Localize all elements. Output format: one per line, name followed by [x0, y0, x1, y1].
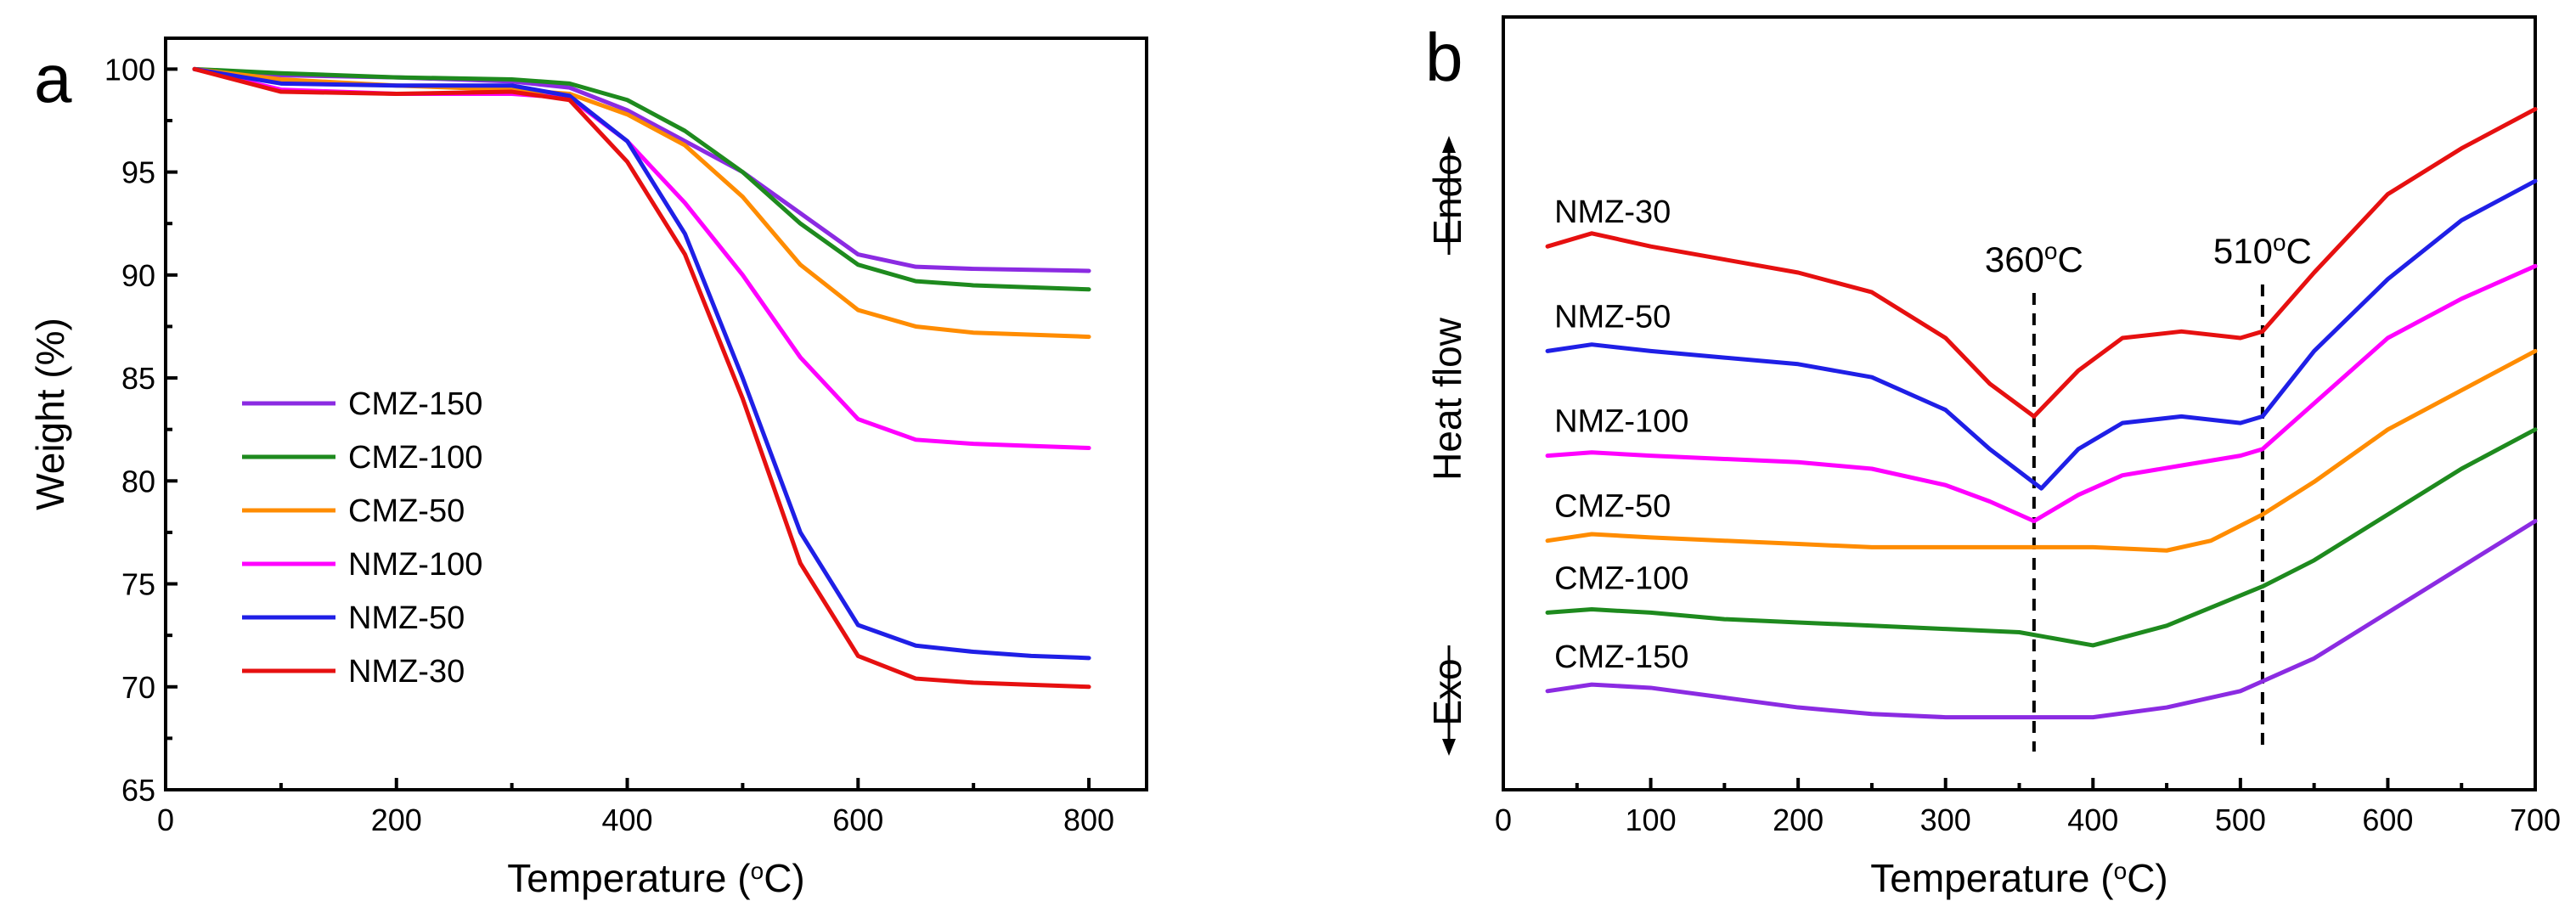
panel-b-x-tick-label: 300	[1920, 803, 1971, 837]
panel-b-y-axis-title: Heat flow	[1425, 317, 1469, 481]
panel-a-y-tick-label: 75	[121, 567, 155, 602]
panel-b-letter: b	[1425, 20, 1463, 95]
series-label-nmz-100: NMZ-100	[1554, 404, 1688, 440]
legend-label-nmz-30: NMZ-30	[348, 654, 465, 690]
panel-a-x-tick-label: 800	[1063, 803, 1114, 837]
panel-a-x-tick-label: 200	[371, 803, 422, 837]
panel-a-series	[192, 66, 1091, 690]
panel-a-y-tick-label: 90	[121, 258, 155, 293]
panel-b-series	[1545, 107, 2538, 720]
panel-b-series-nmz-30	[1545, 107, 2538, 419]
panel-a-letter: a	[34, 41, 72, 116]
annotation-label: 360oC	[1985, 238, 2083, 280]
legend-label-cmz-50: CMZ-50	[348, 493, 465, 529]
panel-a-series-nmz-30	[192, 66, 1091, 690]
panel-b-x-tick-label: 700	[2510, 803, 2561, 837]
panel-a-x-tick-label: 600	[832, 803, 883, 837]
panel-b-series-nmz-50	[1545, 178, 2538, 491]
panel-a: a 0 200 400 600 800 65 70 75 80 85 90 95 100 CMZ-150…	[28, 37, 1148, 900]
panel-a-y-tick-label: 80	[121, 464, 155, 498]
panel-b-arrows	[1442, 136, 1456, 756]
panel-b-series-nmz-100	[1545, 263, 2538, 524]
legend-label-nmz-50: NMZ-50	[348, 600, 465, 636]
series-label-nmz-30: NMZ-30	[1554, 194, 1671, 230]
panel-b-endo-label: Endo	[1425, 154, 1469, 245]
annotation-label: 510oC	[2213, 229, 2312, 272]
series-label-cmz-100: CMZ-100	[1554, 560, 1688, 596]
panel-b-x-tick-label: 200	[1773, 803, 1823, 837]
panel-a-series-nmz-50	[192, 66, 1091, 661]
panel-a-y-tick-label: 85	[121, 361, 155, 396]
series-label-cmz-50: CMZ-50	[1554, 489, 1671, 525]
panel-a-series-nmz-100	[192, 66, 1091, 451]
legend-label-cmz-100: CMZ-100	[348, 440, 482, 476]
panel-b-axes: 0 100 200 300 400 500 600 700	[1495, 778, 2561, 837]
legend-label-nmz-100: NMZ-100	[348, 547, 482, 583]
panel-b-x-tick-label: 100	[1626, 803, 1677, 837]
panel-a-frame	[164, 37, 1148, 791]
series-label-nmz-50: NMZ-50	[1554, 299, 1671, 335]
panel-a-series-cmz-150	[192, 66, 1091, 273]
panel-a-y-tick-label: 70	[121, 670, 155, 705]
panel-a-series-cmz-100	[192, 66, 1091, 292]
panel-b-exo-label: Exo	[1425, 658, 1469, 725]
panel-b-x-tick-label: 400	[2067, 803, 2118, 837]
legend-label-cmz-150: CMZ-150	[348, 386, 482, 422]
panel-a-y-axis-title: Weight (%)	[28, 318, 72, 510]
panel-b-frame	[1502, 15, 2537, 791]
panel-b-series-cmz-50	[1545, 348, 2538, 553]
panel-b-series-cmz-100	[1545, 427, 2538, 648]
panel-b-series-cmz-150	[1545, 519, 2538, 720]
series-label-cmz-150: CMZ-150	[1554, 639, 1688, 675]
panel-b-x-axis-title: Temperature (oC)	[1870, 856, 2167, 900]
panel-a-x-axis-title: Temperature (oC)	[507, 856, 804, 900]
panel-b-x-tick-label: 600	[2362, 803, 2413, 837]
panel-b-x-tick-label: 500	[2215, 803, 2266, 837]
panel-b: b 0 100 200 300 400 500 600 700 360oC 510oC NMZ-…	[1425, 15, 2561, 900]
panel-a-y-tick-label: 100	[104, 52, 155, 87]
panel-b-series-labels: NMZ-30 NMZ-50 NMZ-100 CMZ-50 CMZ-100 CMZ-150	[1554, 194, 1688, 675]
exo-arrow-head	[1442, 739, 1456, 756]
panel-a-x-tick-label: 400	[601, 803, 652, 837]
panel-a-x-tick-label: 0	[157, 803, 174, 837]
panel-a-y-tick-label: 95	[121, 155, 155, 190]
panel-b-x-tick-label: 0	[1495, 803, 1512, 837]
panel-a-y-tick-label: 65	[121, 773, 155, 808]
endo-arrow-head	[1442, 136, 1456, 153]
panel-b-annotations: 360oC 510oC	[1985, 229, 2312, 752]
panel-a-legend: CMZ-150 CMZ-100 CMZ-50 NMZ-100 NMZ-50 NMZ-30	[242, 386, 482, 690]
